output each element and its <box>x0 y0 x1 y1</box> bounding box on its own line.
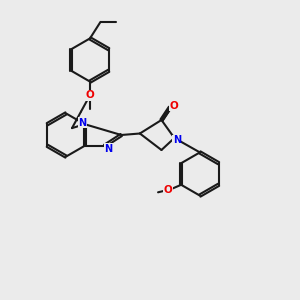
Text: O: O <box>85 90 94 100</box>
Text: O: O <box>164 185 172 195</box>
Text: O: O <box>169 101 178 111</box>
Text: N: N <box>104 144 112 154</box>
Text: N: N <box>173 135 181 146</box>
Text: N: N <box>78 118 86 128</box>
